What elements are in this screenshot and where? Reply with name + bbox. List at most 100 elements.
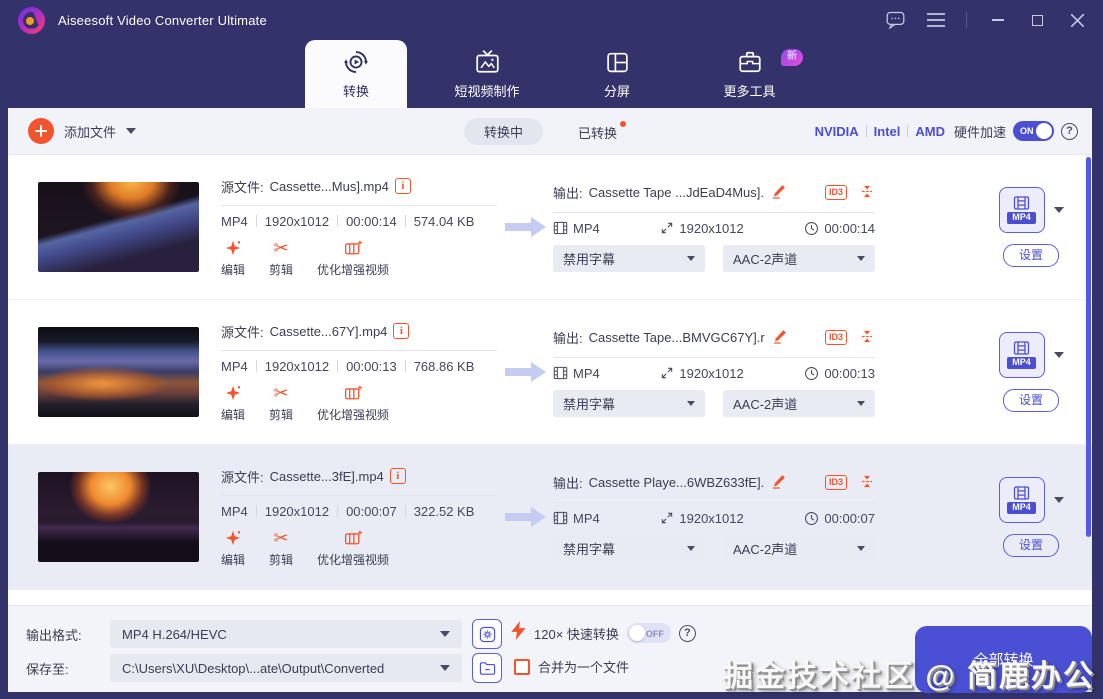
fast-convert-toggle[interactable]: OFF bbox=[626, 623, 671, 643]
settings-button[interactable]: 设置 bbox=[1002, 389, 1059, 412]
gpu-amd-label: AMD bbox=[915, 123, 945, 139]
enhance-button[interactable]: 优化增强视频 bbox=[317, 383, 389, 423]
audio-select[interactable]: AAC-2声道 bbox=[723, 389, 875, 417]
tab-short-video[interactable]: 短视频制作 bbox=[422, 40, 552, 108]
tab-split-screen[interactable]: 分屏 bbox=[567, 40, 667, 108]
output-label: 输出: bbox=[553, 331, 583, 346]
fast-convert-help-icon[interactable]: ? bbox=[678, 624, 696, 642]
source-label: 源文件: bbox=[221, 324, 264, 340]
settings-button[interactable]: 设置 bbox=[1002, 244, 1059, 267]
fast-convert-label: 120× 快速转换 bbox=[534, 626, 619, 642]
merge-option[interactable]: 合并为一个文件 bbox=[514, 657, 629, 676]
output-label: 输出: bbox=[553, 186, 583, 201]
subtitle-select[interactable]: 禁用字幕 bbox=[553, 534, 705, 562]
settings-button[interactable]: 设置 bbox=[1002, 534, 1059, 557]
maximize-button[interactable] bbox=[1028, 11, 1047, 30]
video-thumbnail bbox=[38, 182, 199, 272]
convert-icon bbox=[343, 49, 369, 76]
output-format-button[interactable]: MP4 bbox=[998, 187, 1045, 234]
file-row[interactable]: 源文件: Cassette...3fE].mp4 i MP4 1920x1012… bbox=[8, 445, 1092, 590]
compress-icon[interactable] bbox=[859, 328, 875, 348]
format-caret-icon[interactable] bbox=[1053, 352, 1064, 359]
clip-button[interactable]: ✂ 剪辑 bbox=[269, 237, 294, 277]
gpu-intel-label: Intel bbox=[873, 123, 901, 139]
open-folder-button[interactable] bbox=[472, 653, 502, 683]
minimize-button[interactable] bbox=[988, 11, 1007, 30]
clip-button[interactable]: ✂ 剪辑 bbox=[269, 527, 294, 567]
magic-star-icon bbox=[224, 383, 242, 403]
window-controls bbox=[886, 11, 1087, 30]
tab-more-tools-label: 更多工具 bbox=[723, 83, 776, 99]
menu-icon[interactable] bbox=[926, 11, 945, 30]
format-caret-icon[interactable] bbox=[1053, 207, 1064, 214]
magic-star-icon bbox=[224, 528, 242, 548]
tab-converted[interactable]: 已转换 bbox=[578, 121, 627, 142]
enhance-grid-icon bbox=[343, 383, 363, 403]
edit-button[interactable]: 编辑 bbox=[221, 383, 245, 423]
file-list: 源文件: Cassette...Mus].mp4 i MP4 1920x1012… bbox=[8, 155, 1092, 605]
output-format-button[interactable]: MP4 bbox=[998, 332, 1045, 379]
titlebar-separator bbox=[966, 12, 967, 28]
merge-checkbox[interactable] bbox=[514, 658, 530, 675]
format-badge: MP4 bbox=[1007, 502, 1036, 515]
id3-tag-icon[interactable]: ID3 bbox=[824, 475, 847, 490]
compress-icon[interactable] bbox=[859, 473, 875, 493]
file-row[interactable]: 源文件: Cassette...Mus].mp4 i MP4 1920x1012… bbox=[8, 155, 1092, 300]
source-metadata: MP4 1920x1012 00:00:14 574.04 KB bbox=[221, 213, 475, 229]
convert-arrow-icon bbox=[497, 506, 553, 528]
info-icon[interactable]: i bbox=[389, 468, 406, 484]
enhance-button[interactable]: 优化增强视频 bbox=[317, 238, 389, 278]
output-format-button[interactable]: MP4 bbox=[998, 477, 1045, 524]
hw-accel-toggle[interactable]: ON bbox=[1013, 121, 1054, 141]
add-file-button[interactable] bbox=[28, 118, 54, 144]
split-screen-icon bbox=[605, 49, 630, 76]
rename-pencil-icon[interactable] bbox=[770, 183, 787, 203]
edit-button[interactable]: 编辑 bbox=[221, 528, 245, 568]
info-icon[interactable]: i bbox=[393, 323, 410, 339]
convert-all-button[interactable]: 全部转换 bbox=[915, 626, 1092, 693]
scissors-icon: ✂ bbox=[273, 382, 289, 403]
help-icon[interactable]: ? bbox=[1061, 122, 1078, 140]
subtitle-select[interactable]: 禁用字幕 bbox=[553, 389, 705, 417]
new-badge: 新 bbox=[781, 49, 803, 66]
output-label: 输出: bbox=[553, 476, 583, 491]
subtitle-select[interactable]: 禁用字幕 bbox=[553, 244, 705, 272]
audio-select[interactable]: AAC-2声道 bbox=[723, 244, 875, 272]
add-file-caret-icon[interactable] bbox=[126, 128, 137, 134]
source-metadata: MP4 1920x1012 00:00:13 768.86 KB bbox=[221, 358, 475, 374]
enhance-grid-icon bbox=[343, 238, 363, 258]
source-filename: Cassette...Mus].mp4 bbox=[269, 178, 389, 194]
audio-select[interactable]: AAC-2声道 bbox=[723, 534, 875, 562]
enhance-button[interactable]: 优化增强视频 bbox=[317, 528, 389, 568]
convert-arrow-icon bbox=[497, 361, 553, 383]
toolbar: 添加文件 转换中 已转换 NVIDIA Intel AMD 硬件加速 ON ? bbox=[8, 108, 1092, 155]
format-badge: MP4 bbox=[1007, 357, 1036, 370]
clip-button[interactable]: ✂ 剪辑 bbox=[269, 382, 294, 422]
feedback-icon[interactable] bbox=[886, 11, 905, 30]
edit-button[interactable]: 编辑 bbox=[221, 238, 245, 278]
id3-tag-icon[interactable]: ID3 bbox=[824, 330, 847, 345]
info-icon[interactable]: i bbox=[394, 178, 411, 194]
tab-convert[interactable]: 转换 bbox=[305, 40, 407, 108]
output-format-select[interactable]: MP4 H.264/HEVC bbox=[110, 620, 462, 648]
rename-pencil-icon[interactable] bbox=[771, 328, 788, 348]
hw-accel-label: 硬件加速 bbox=[953, 124, 1006, 140]
close-button[interactable] bbox=[1068, 11, 1087, 30]
add-file-label[interactable]: 添加文件 bbox=[64, 124, 117, 140]
save-path-select[interactable]: C:\Users\XU\Desktop\...ate\Output\Conver… bbox=[110, 654, 462, 682]
source-filename: Cassette...67Y].mp4 bbox=[269, 323, 388, 339]
notification-dot bbox=[620, 121, 627, 127]
tab-converting[interactable]: 转换中 bbox=[464, 118, 544, 145]
scissors-icon: ✂ bbox=[273, 237, 289, 258]
output-filename: Cassette Tape ...JdEaD4Mus]. bbox=[588, 185, 764, 200]
compress-icon[interactable] bbox=[859, 183, 875, 203]
rename-pencil-icon[interactable] bbox=[770, 473, 787, 493]
id3-tag-icon[interactable]: ID3 bbox=[824, 185, 847, 200]
enhance-grid-icon bbox=[343, 528, 363, 548]
vertical-scrollbar[interactable] bbox=[1086, 157, 1091, 537]
source-metadata: MP4 1920x1012 00:00:07 322.52 KB bbox=[221, 503, 475, 519]
format-settings-button[interactable] bbox=[472, 619, 502, 649]
format-caret-icon[interactable] bbox=[1053, 497, 1064, 504]
file-row[interactable]: 源文件: Cassette...67Y].mp4 i MP4 1920x1012… bbox=[8, 300, 1092, 445]
tab-more-tools[interactable]: 更多工具 新 bbox=[682, 40, 817, 108]
